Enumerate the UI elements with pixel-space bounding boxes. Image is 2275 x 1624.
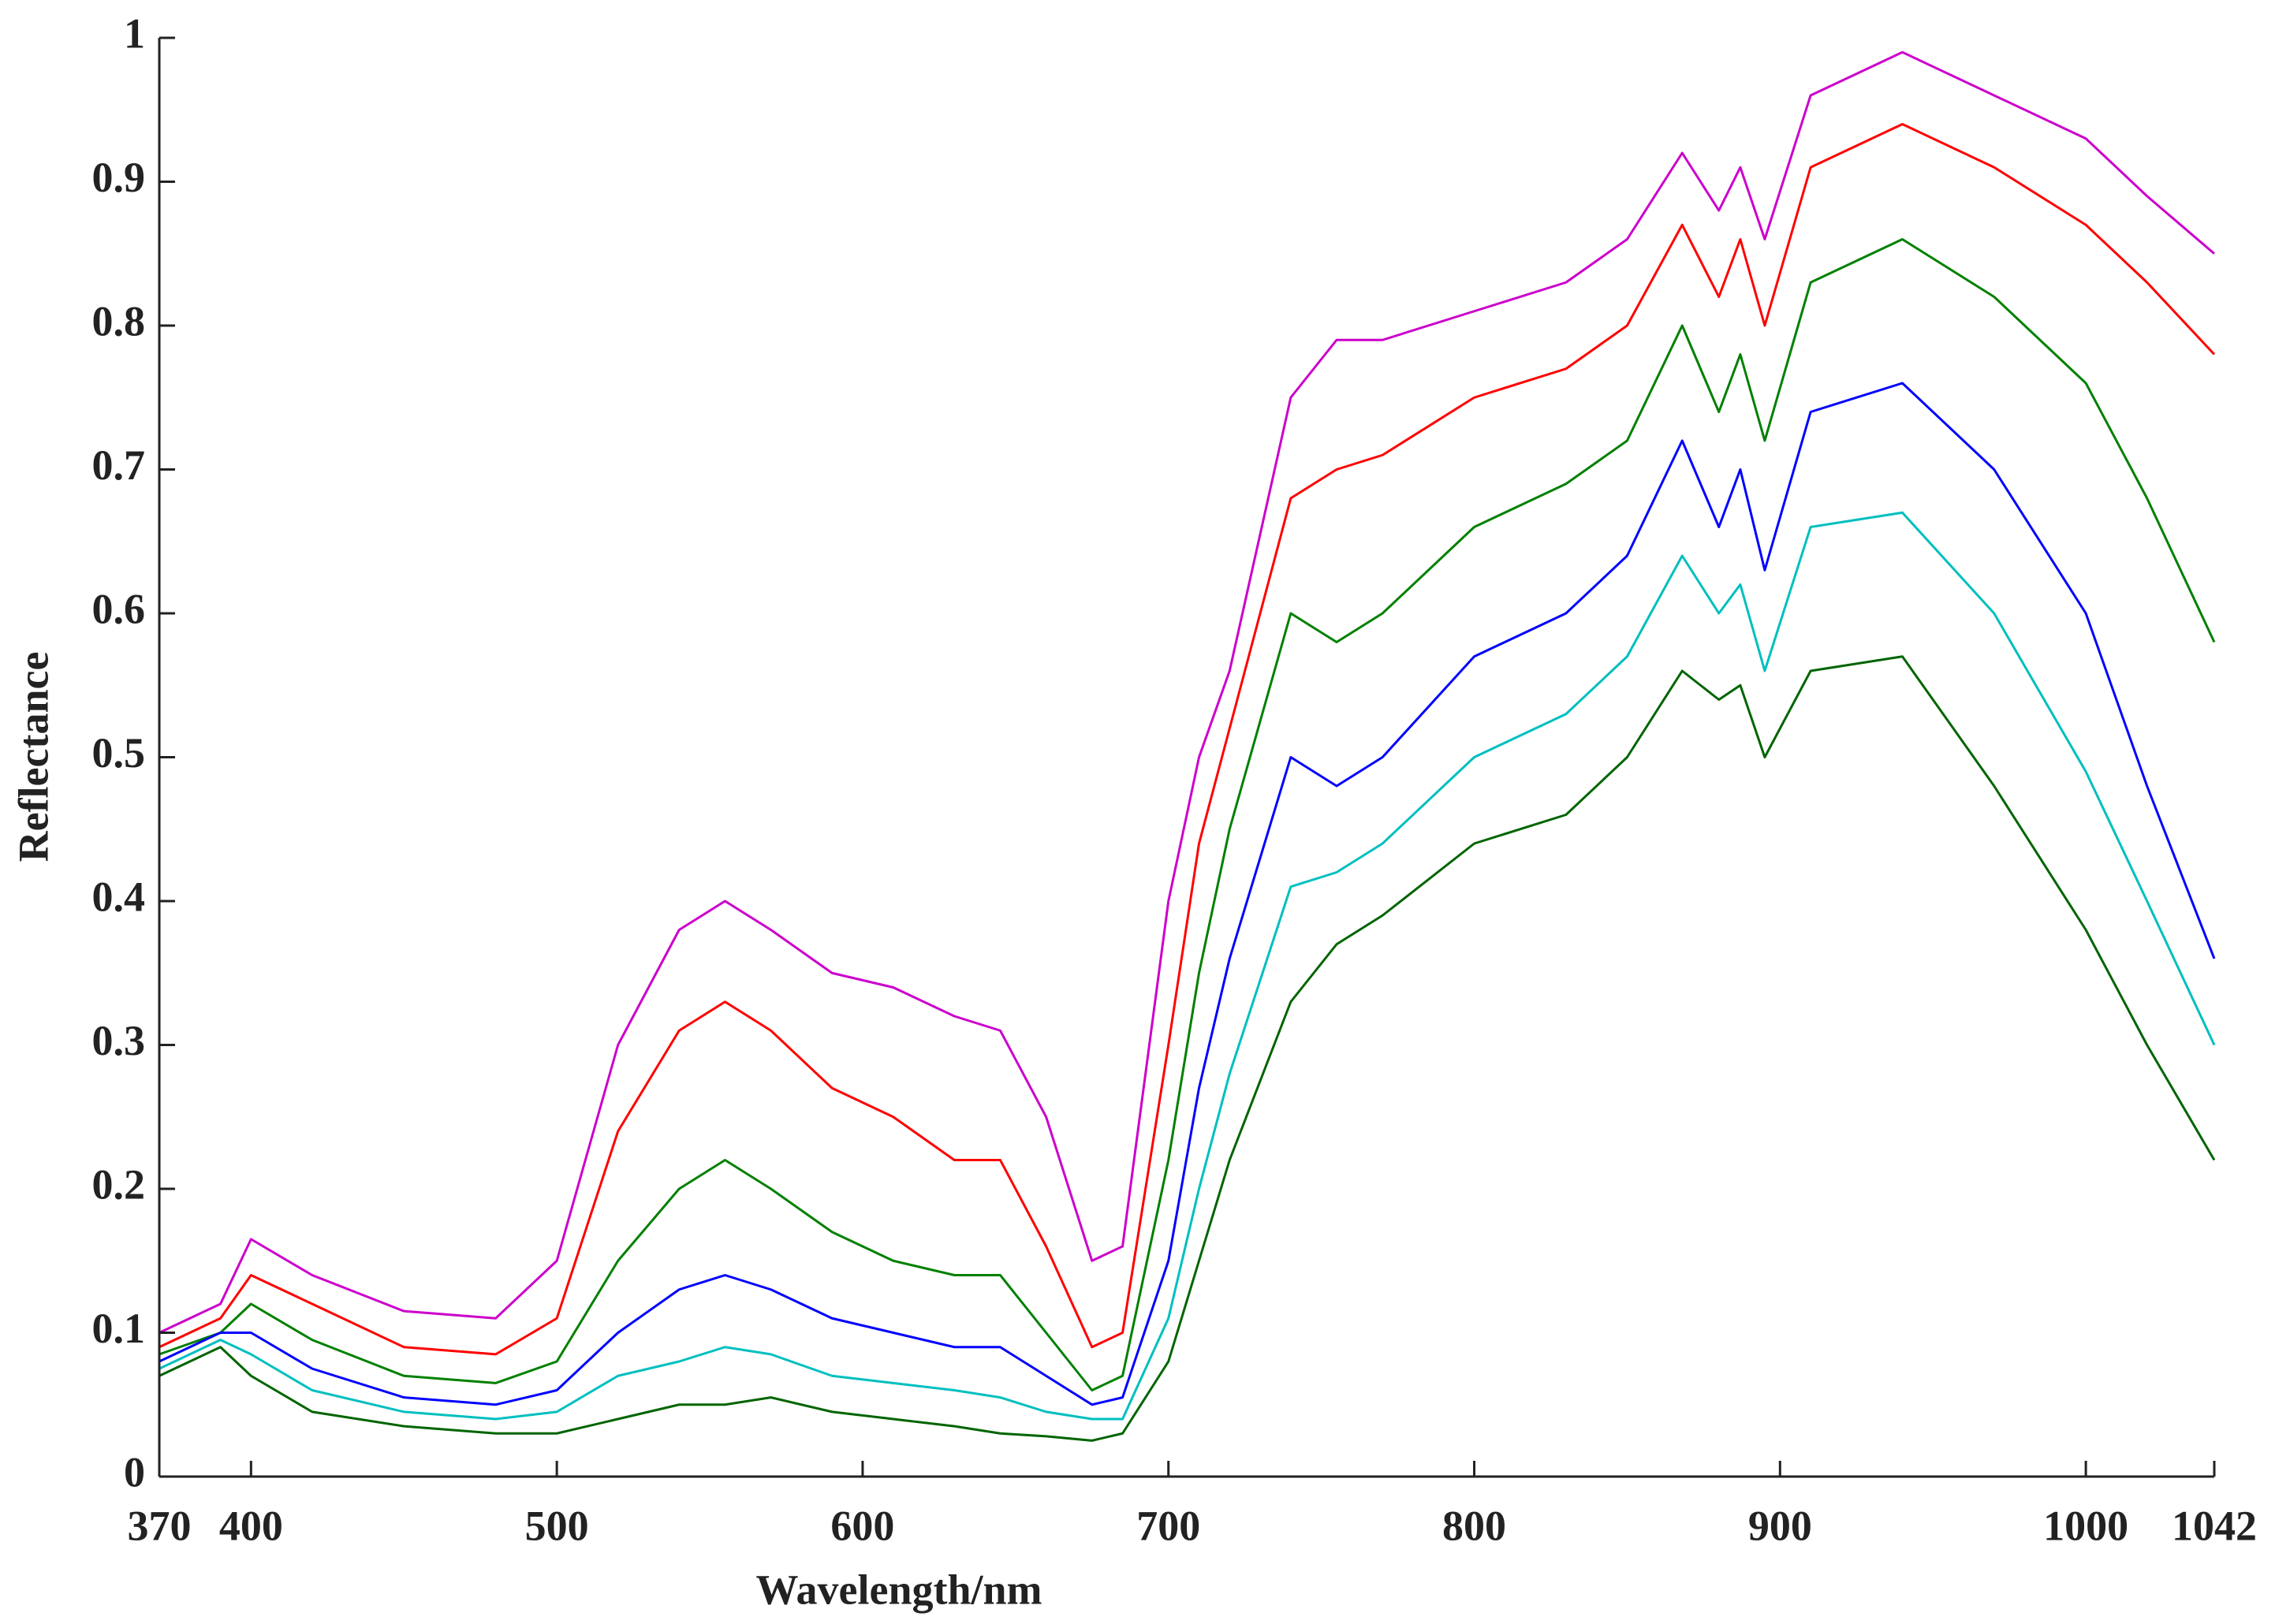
spectrum-line [159,382,2216,1406]
x-axis-title: Wavelength/nm [755,1566,1042,1613]
x-tick-label: 700 [1136,1502,1200,1549]
y-tick-label: 0.7 [92,441,146,489]
spectrum-line [159,655,2216,1442]
x-tick-label: 400 [219,1502,283,1549]
spectrum-line [159,123,2216,1356]
x-tick-label: 1042 [2172,1502,2257,1549]
x-tick-label: 600 [830,1502,894,1549]
y-tick-label: 0.1 [92,1305,146,1352]
y-tick-label: 0.8 [92,297,146,345]
y-tick-label: 0.2 [92,1160,146,1208]
x-tick-label: 370 [128,1502,192,1549]
x-tick-label: 900 [1748,1502,1812,1549]
spectrum-line [159,511,2216,1421]
y-tick-label: 0 [124,1448,145,1495]
x-tick-label: 1000 [2043,1502,2128,1549]
y-tick-label: 0.5 [92,729,146,777]
spectrum-line [159,50,2215,1334]
y-tick-label: 0.3 [92,1017,146,1064]
x-tick-label: 500 [525,1502,589,1549]
spectrum-line [159,238,2216,1391]
y-tick-label: 0.9 [92,154,146,201]
y-tick-label: 0.4 [92,873,146,920]
y-axis-title: Reflectance [9,652,57,862]
x-tick-label: 800 [1442,1502,1506,1549]
y-tick-label: 1 [124,9,145,57]
y-tick-label: 0.6 [92,585,146,632]
